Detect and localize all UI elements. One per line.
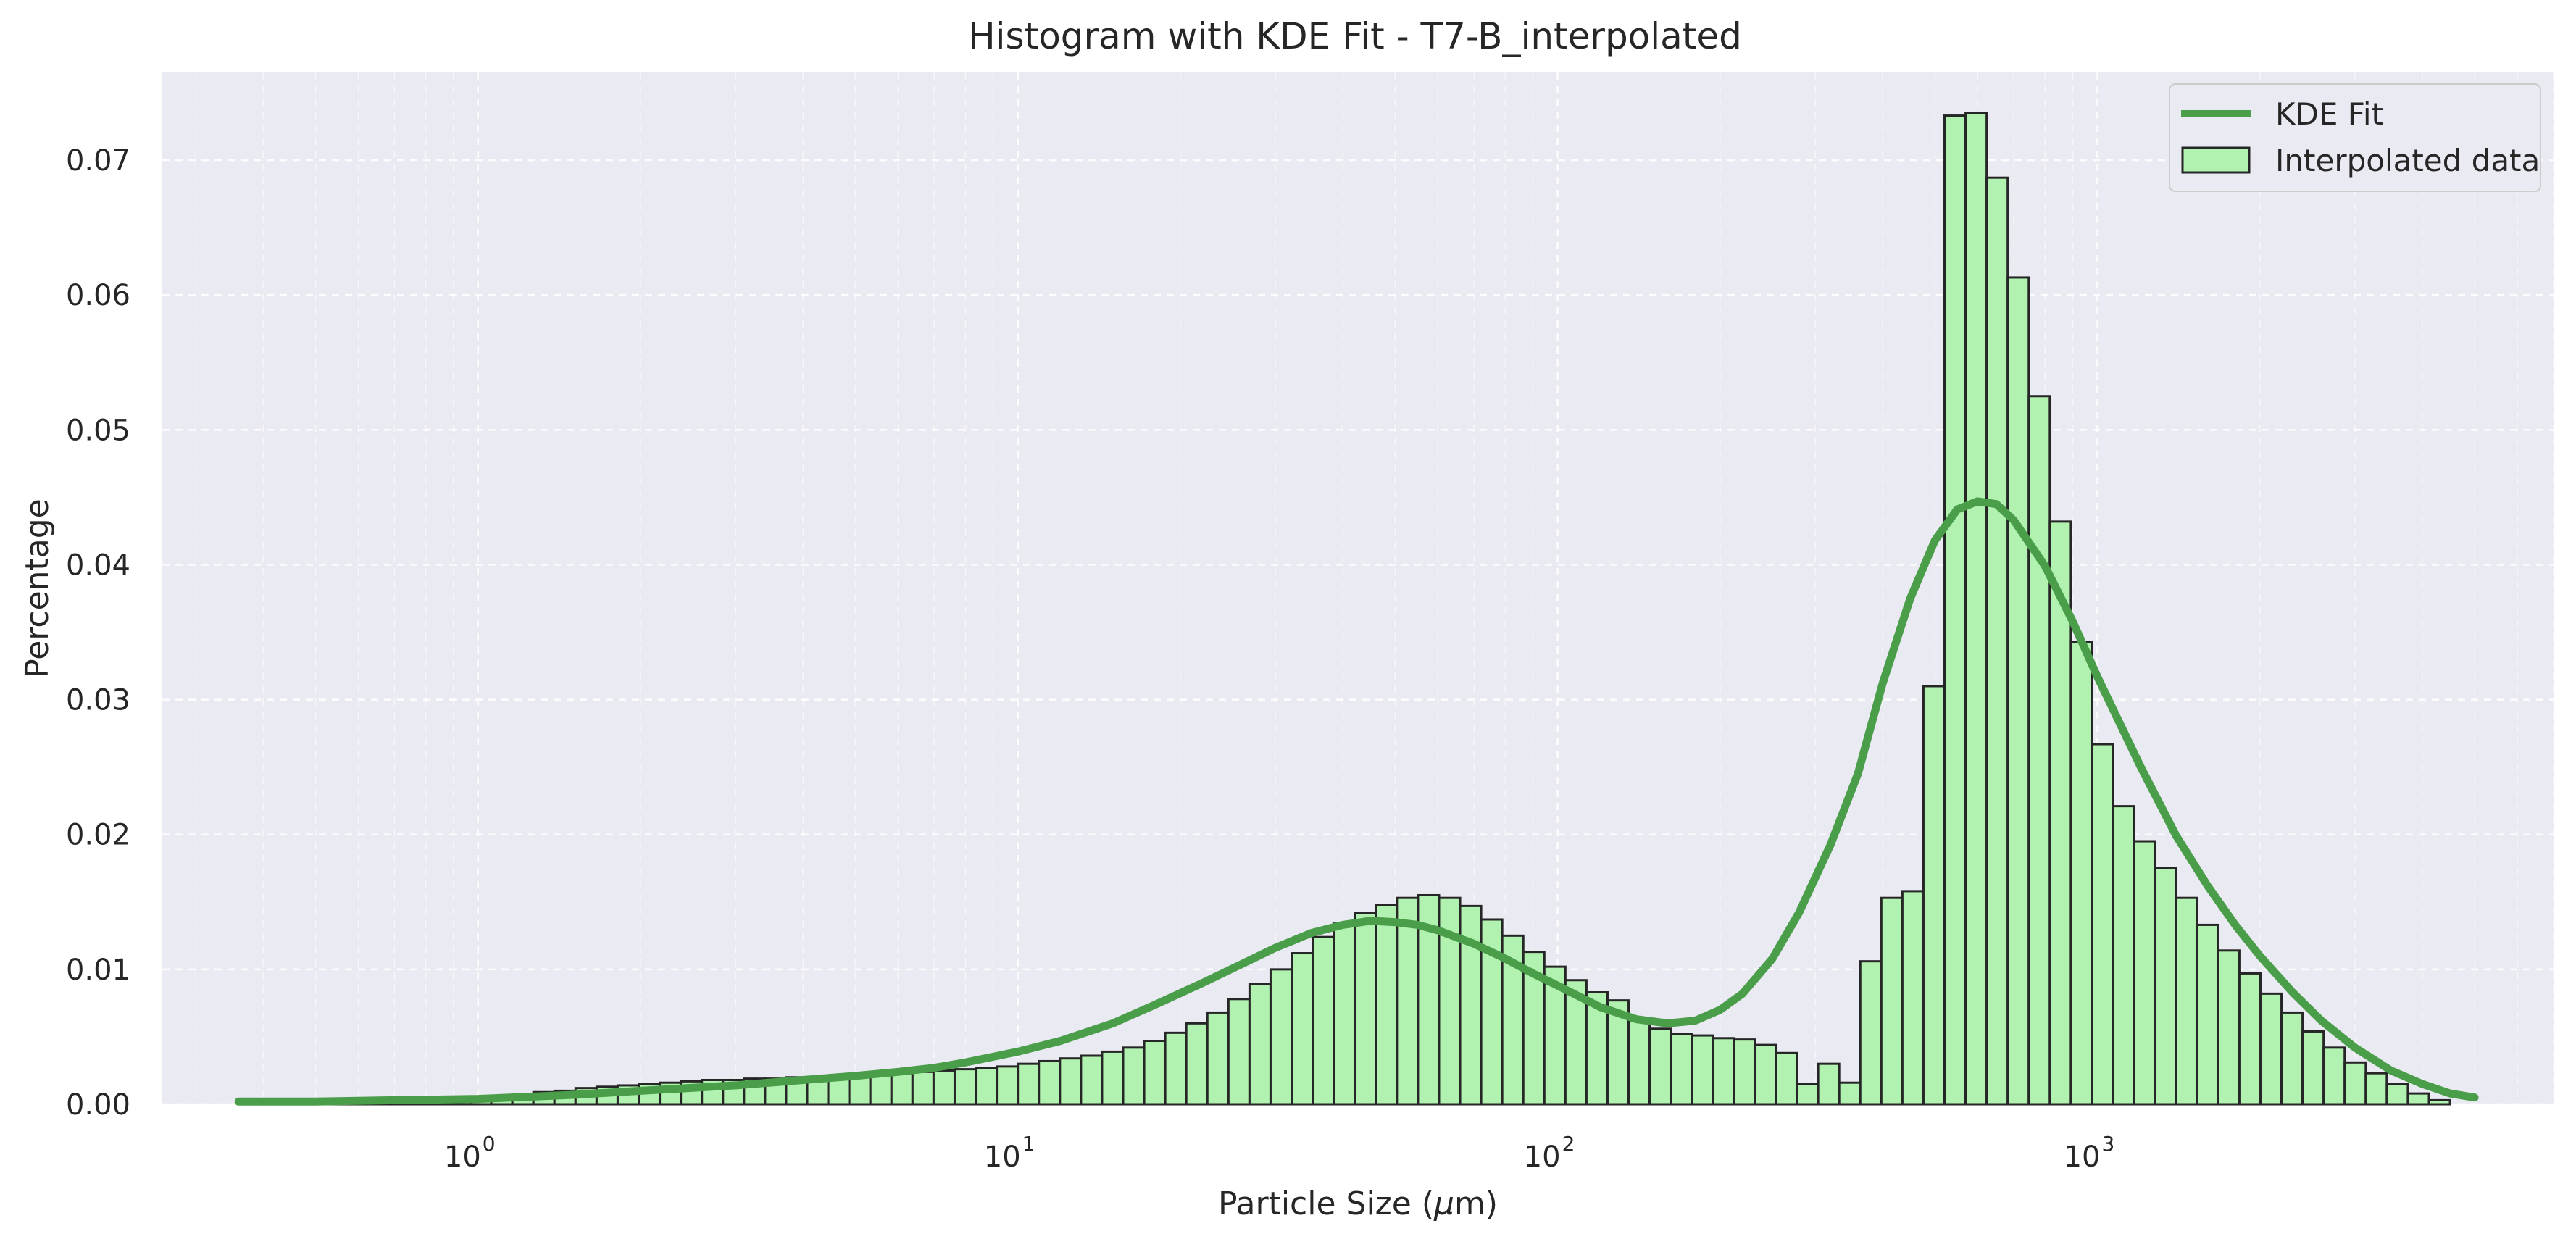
histogram-bar [2217, 949, 2241, 1106]
x-tick-label: 10 0 [444, 1132, 496, 1174]
y-tick-label: 0.06 [66, 279, 130, 312]
histogram-bar [953, 1068, 978, 1106]
histogram-bar [2259, 992, 2283, 1106]
histogram-bar [1143, 1040, 1167, 1106]
histogram-bar [932, 1069, 956, 1106]
y-tick-label: 0.05 [66, 414, 130, 447]
histogram-bar [2196, 923, 2219, 1106]
histogram-bar [1354, 912, 1377, 1106]
histogram-bar [2343, 1061, 2367, 1106]
histogram-bar [1648, 1027, 1672, 1106]
histogram-bar [1754, 1043, 1777, 1106]
histogram-bar [2154, 867, 2177, 1106]
histogram-bar [1775, 1051, 1798, 1106]
histogram-bar [869, 1073, 893, 1106]
histogram-bar [1943, 114, 1967, 1106]
histogram-bar [1838, 1081, 1862, 1106]
histogram-bar [1627, 1017, 1651, 1106]
histogram-bar [2238, 972, 2262, 1106]
histogram-bar [2091, 743, 2114, 1106]
histogram-bar [1796, 1083, 1820, 1106]
histogram-bar [1291, 952, 1314, 1106]
kde-line-layer [234, 497, 2479, 1106]
histogram-bar [1396, 896, 1420, 1106]
histogram-bar [1333, 922, 1356, 1106]
histogram-bar [1227, 998, 1251, 1106]
histogram-bar [1880, 896, 1904, 1106]
x-tick-label: 10 1 [984, 1132, 1035, 1174]
histogram-bar [996, 1065, 1020, 1106]
legend-kde-label: KDE Fit [2275, 96, 2383, 132]
kde-fit-line [234, 497, 2479, 1106]
histogram-bar [2427, 1098, 2451, 1106]
x-tick-exponent: 0 [483, 1132, 496, 1156]
histogram-bar [2406, 1092, 2430, 1106]
histogram-bar [1164, 1031, 1188, 1106]
y-tick-label: 0.02 [66, 819, 130, 852]
y-tick-label: 0.04 [66, 549, 130, 582]
legend-histogram-label: Interpolated data [2275, 143, 2540, 178]
histogram-bar [2385, 1083, 2409, 1106]
x-tick-base: 10 [444, 1140, 481, 1174]
x-tick-label: 10 3 [2064, 1132, 2115, 1174]
histogram-bar [1080, 1054, 1104, 1106]
histogram-bar [1059, 1057, 1083, 1106]
histogram-bar [1101, 1050, 1125, 1106]
histogram-bar [2048, 520, 2072, 1106]
histogram-bar [1312, 935, 1335, 1106]
chart-title: Histogram with KDE Fit - T7-B_interpolat… [968, 15, 1742, 57]
y-axis-label: Percentage [19, 499, 56, 678]
histogram-bar [1733, 1038, 1756, 1106]
y-tick-label: 0.03 [66, 684, 130, 717]
histogram-bar [1964, 112, 1988, 1106]
x-tick-base: 10 [2064, 1140, 2101, 1174]
x-tick-exponent: 2 [1562, 1132, 1575, 1156]
histogram-bar [975, 1067, 999, 1106]
x-tick-base: 10 [1524, 1140, 1561, 1174]
histogram-bar [1817, 1062, 1841, 1106]
x-tick-base: 10 [984, 1140, 1021, 1174]
histogram-bar [2301, 1030, 2325, 1106]
histogram-bar [2112, 805, 2135, 1106]
histogram-bar [2175, 896, 2198, 1106]
histogram-bar [2006, 276, 2030, 1106]
histogram-bar [1375, 904, 1399, 1106]
histogram-bar [890, 1072, 914, 1106]
x-tick-exponent: 3 [2101, 1132, 2114, 1156]
histogram-bar [911, 1070, 935, 1106]
histogram-bar [1670, 1033, 1693, 1106]
histogram-bar [1922, 685, 1946, 1106]
x-tick-exponent: 1 [1022, 1132, 1035, 1156]
x-tick-label: 10 2 [1524, 1132, 1575, 1174]
y-tick-label: 0.07 [66, 144, 130, 178]
histogram-bar [1017, 1062, 1041, 1106]
y-axis-ticks: 0.00 0.01 0.02 0.03 0.04 0.05 0.06 0.07 [66, 144, 130, 1122]
y-tick-label: 0.01 [66, 954, 130, 987]
histogram-bar [1901, 890, 1925, 1106]
histogram-bar [1038, 1059, 1062, 1106]
histogram-bar [1691, 1034, 1714, 1106]
histogram-bar [1206, 1011, 1230, 1106]
histogram-bar [2027, 395, 2051, 1106]
histogram-bar [2069, 641, 2093, 1106]
histogram-bar [1712, 1037, 1735, 1106]
histogram-bar [1185, 1022, 1209, 1106]
histogram-bar [1122, 1046, 1146, 1106]
histogram-bar [2280, 1011, 2304, 1106]
x-axis-label: Particle Size (μm) [1218, 1185, 1498, 1222]
histogram-bar [1859, 960, 1883, 1106]
legend-histogram-swatch [2181, 146, 2251, 174]
histogram-bar [1985, 176, 2009, 1106]
histogram-bar [1269, 968, 1293, 1106]
histogram-bar [2364, 1072, 2388, 1106]
x-axis-ticks: 10 0 10 1 10 2 10 3 [444, 1132, 2114, 1174]
histogram-bar [2133, 840, 2156, 1106]
legend-box [2169, 83, 2541, 192]
histogram-bar [848, 1075, 872, 1106]
histogram-bar [1248, 983, 1272, 1106]
legend: KDE Fit Interpolated data [2169, 83, 2541, 192]
histogram-bar [2322, 1046, 2346, 1106]
y-tick-label: 0.00 [66, 1088, 130, 1122]
